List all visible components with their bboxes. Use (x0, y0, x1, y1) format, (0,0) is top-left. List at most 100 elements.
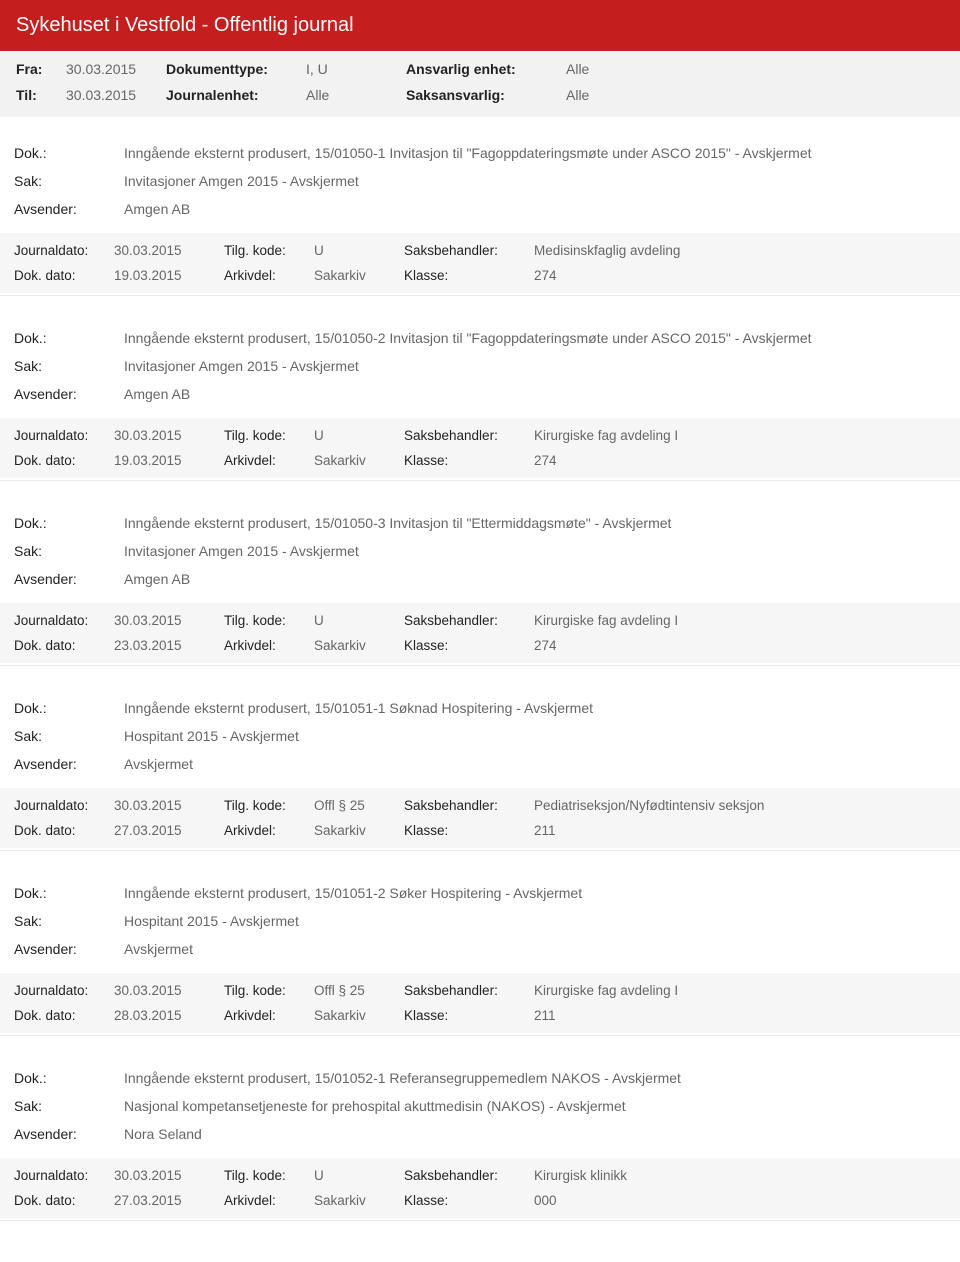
journaldato-value: 30.03.2015 (114, 428, 224, 443)
dokdato-value: 27.03.2015 (114, 823, 224, 838)
sak-label: Sak: (14, 358, 124, 374)
dok-value: Inngående eksternt produsert, 15/01050-3… (124, 515, 946, 531)
dokdato-label: Dok. dato: (14, 1193, 114, 1208)
journaldato-value: 30.03.2015 (114, 243, 224, 258)
arkivdel-value: Sakarkiv (314, 268, 404, 283)
til-value: 30.03.2015 (66, 87, 166, 103)
journaldato-label: Journaldato: (14, 1168, 114, 1183)
avsender-value: Nora Seland (124, 1126, 946, 1142)
journal-entry: Dok.: Inngående eksternt produsert, 15/0… (0, 509, 960, 672)
tilg-value: U (314, 1168, 404, 1183)
dok-value: Inngående eksternt produsert, 15/01050-1… (124, 145, 946, 161)
dok-label: Dok.: (14, 145, 124, 161)
sak-value: Invitasjoner Amgen 2015 - Avskjermet (124, 543, 946, 559)
journaldato-label: Journaldato: (14, 613, 114, 628)
journaldato-label: Journaldato: (14, 798, 114, 813)
arkivdel-label: Arkivdel: (224, 1008, 314, 1023)
saksansvarlig-label: Saksansvarlig: (406, 87, 566, 103)
dok-value: Inngående eksternt produsert, 15/01050-2… (124, 330, 946, 346)
dokdato-label: Dok. dato: (14, 823, 114, 838)
avsender-label: Avsender: (14, 386, 124, 402)
klasse-value: 274 (534, 268, 946, 283)
saksbehandler-label: Saksbehandler: (404, 613, 534, 628)
dokdato-value: 23.03.2015 (114, 638, 224, 653)
arkivdel-label: Arkivdel: (224, 268, 314, 283)
dokdato-label: Dok. dato: (14, 1008, 114, 1023)
dokdato-value: 28.03.2015 (114, 1008, 224, 1023)
til-label: Til: (16, 87, 66, 103)
saksbehandler-value: Pediatriseksjon/Nyfødtintensiv seksjon (534, 798, 946, 813)
dok-label: Dok.: (14, 330, 124, 346)
saksbehandler-label: Saksbehandler: (404, 428, 534, 443)
klasse-label: Klasse: (404, 268, 534, 283)
arkivdel-value: Sakarkiv (314, 823, 404, 838)
tilg-label: Tilg. kode: (224, 428, 314, 443)
arkivdel-label: Arkivdel: (224, 823, 314, 838)
avsender-label: Avsender: (14, 941, 124, 957)
saksbehandler-label: Saksbehandler: (404, 1168, 534, 1183)
journalenhet-value: Alle (306, 87, 406, 103)
arkivdel-value: Sakarkiv (314, 1193, 404, 1208)
page-title: Sykehuset i Vestfold - Offentlig journal (0, 0, 960, 51)
dokdato-label: Dok. dato: (14, 638, 114, 653)
tilg-label: Tilg. kode: (224, 243, 314, 258)
sak-value: Nasjonal kompetansetjeneste for prehospi… (124, 1098, 946, 1114)
klasse-label: Klasse: (404, 1193, 534, 1208)
saksbehandler-value: Kirurgiske fag avdeling I (534, 613, 946, 628)
avsender-label: Avsender: (14, 756, 124, 772)
dok-value: Inngående eksternt produsert, 15/01052-1… (124, 1070, 946, 1086)
entry-meta: Journaldato: 30.03.2015 Tilg. kode: U Sa… (0, 233, 960, 293)
saksbehandler-label: Saksbehandler: (404, 798, 534, 813)
dokdato-label: Dok. dato: (14, 268, 114, 283)
sak-label: Sak: (14, 728, 124, 744)
avsender-label: Avsender: (14, 1126, 124, 1142)
sak-label: Sak: (14, 913, 124, 929)
journal-entry: Dok.: Inngående eksternt produsert, 15/0… (0, 694, 960, 857)
tilg-label: Tilg. kode: (224, 613, 314, 628)
doktype-label: Dokumenttype: (166, 61, 306, 77)
avsender-label: Avsender: (14, 571, 124, 587)
saksbehandler-value: Kirurgiske fag avdeling I (534, 428, 946, 443)
journal-entry: Dok.: Inngående eksternt produsert, 15/0… (0, 879, 960, 1042)
fra-value: 30.03.2015 (66, 61, 166, 77)
arkivdel-label: Arkivdel: (224, 453, 314, 468)
klasse-label: Klasse: (404, 823, 534, 838)
tilg-label: Tilg. kode: (224, 798, 314, 813)
entries-list: Dok.: Inngående eksternt produsert, 15/0… (0, 139, 960, 1227)
arkivdel-value: Sakarkiv (314, 638, 404, 653)
sak-value: Hospitant 2015 - Avskjermet (124, 728, 946, 744)
dokdato-value: 27.03.2015 (114, 1193, 224, 1208)
entry-meta: Journaldato: 30.03.2015 Tilg. kode: U Sa… (0, 1158, 960, 1218)
klasse-label: Klasse: (404, 1008, 534, 1023)
sak-value: Invitasjoner Amgen 2015 - Avskjermet (124, 173, 946, 189)
journal-entry: Dok.: Inngående eksternt produsert, 15/0… (0, 139, 960, 302)
sak-label: Sak: (14, 1098, 124, 1114)
tilg-value: Offl § 25 (314, 798, 404, 813)
tilg-label: Tilg. kode: (224, 983, 314, 998)
klasse-value: 274 (534, 453, 946, 468)
entry-meta: Journaldato: 30.03.2015 Tilg. kode: U Sa… (0, 603, 960, 663)
divider (0, 295, 960, 296)
journaldato-value: 30.03.2015 (114, 613, 224, 628)
doktype-value: I, U (306, 61, 406, 77)
journaldato-label: Journaldato: (14, 243, 114, 258)
fra-label: Fra: (16, 61, 66, 77)
klasse-value: 211 (534, 1008, 946, 1023)
klasse-label: Klasse: (404, 453, 534, 468)
arkivdel-value: Sakarkiv (314, 453, 404, 468)
journaldato-value: 30.03.2015 (114, 1168, 224, 1183)
journal-entry: Dok.: Inngående eksternt produsert, 15/0… (0, 1064, 960, 1227)
arkivdel-value: Sakarkiv (314, 1008, 404, 1023)
tilg-value: U (314, 428, 404, 443)
dokdato-label: Dok. dato: (14, 453, 114, 468)
saksbehandler-value: Kirurgisk klinikk (534, 1168, 946, 1183)
dok-value: Inngående eksternt produsert, 15/01051-1… (124, 700, 946, 716)
klasse-label: Klasse: (404, 638, 534, 653)
entry-meta: Journaldato: 30.03.2015 Tilg. kode: Offl… (0, 788, 960, 848)
journaldato-value: 30.03.2015 (114, 983, 224, 998)
saksbehandler-value: Medisinskfaglig avdeling (534, 243, 946, 258)
journalenhet-label: Journalenhet: (166, 87, 306, 103)
sak-label: Sak: (14, 543, 124, 559)
saksbehandler-label: Saksbehandler: (404, 243, 534, 258)
avsender-value: Amgen AB (124, 386, 946, 402)
